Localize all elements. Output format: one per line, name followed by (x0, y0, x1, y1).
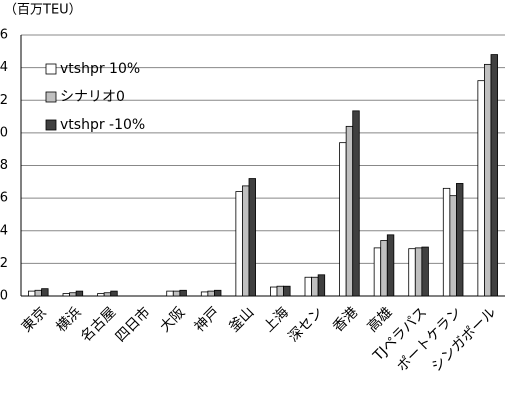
bar (352, 110, 360, 297)
bar (110, 290, 118, 297)
y-tick-label: 8 (0, 158, 8, 173)
bar (200, 291, 209, 297)
x-tick-label: 四日市 (112, 304, 154, 346)
bar (484, 63, 492, 297)
bar (380, 240, 388, 297)
y-tick-label: 2 (0, 256, 8, 271)
legend-swatch (45, 63, 57, 75)
bar (103, 292, 112, 297)
x-tick-label: 東京 (19, 304, 50, 335)
y-tick-label: 0 (0, 289, 8, 304)
legend-label: vtshpr 10% (60, 61, 140, 77)
x-tick-label: 名古屋 (78, 304, 119, 345)
bar (276, 285, 284, 297)
y-tick-label: 4 (0, 223, 8, 238)
legend-label: vtshpr -10% (60, 117, 145, 133)
bar (166, 290, 174, 297)
bar (408, 248, 416, 297)
bar (373, 247, 382, 297)
x-tick-label: 上海 (261, 304, 292, 335)
y-tick-label: 10 (0, 125, 8, 140)
bar (28, 290, 36, 297)
bar (304, 276, 312, 297)
bar (339, 142, 347, 297)
legend-swatch (45, 119, 57, 131)
legend-label: シナリオ0 (60, 89, 125, 105)
bar (62, 293, 70, 297)
bar (69, 292, 77, 297)
bar (414, 247, 423, 297)
bar (34, 289, 42, 297)
x-tick-label: 横浜 (53, 304, 84, 335)
y-tick-label: 14 (0, 60, 8, 75)
bar (386, 234, 395, 297)
bar (283, 285, 291, 297)
x-tick-label: 神戸 (192, 304, 223, 335)
bar (242, 185, 250, 297)
bar (421, 246, 429, 297)
bar (235, 191, 243, 297)
x-tick-label: 高雄 (364, 304, 396, 336)
bar (317, 274, 326, 297)
bar (172, 290, 181, 297)
bar (207, 290, 215, 297)
y-axis-label: （百万TEU） (4, 3, 82, 18)
y-tick-label: 6 (0, 191, 8, 206)
y-tick-label: 16 (0, 28, 8, 43)
bar (311, 276, 319, 297)
bar (97, 293, 105, 297)
x-tick-label: 大阪 (157, 304, 188, 335)
bar (214, 289, 222, 297)
bar (345, 125, 354, 297)
bar (449, 195, 457, 297)
x-tick-label: 釜山 (226, 304, 257, 335)
y-tick-label: 12 (0, 93, 8, 108)
bar (75, 290, 84, 297)
bar (456, 183, 464, 297)
legend-swatch (45, 91, 57, 103)
bar (179, 289, 187, 297)
x-tick-label: 香港 (330, 304, 361, 335)
bar (477, 80, 485, 297)
bar (442, 187, 451, 297)
bar (41, 288, 49, 297)
x-tick-label: 深セン (286, 304, 327, 345)
bar (248, 178, 256, 297)
bar (490, 54, 498, 297)
bar (270, 286, 278, 297)
